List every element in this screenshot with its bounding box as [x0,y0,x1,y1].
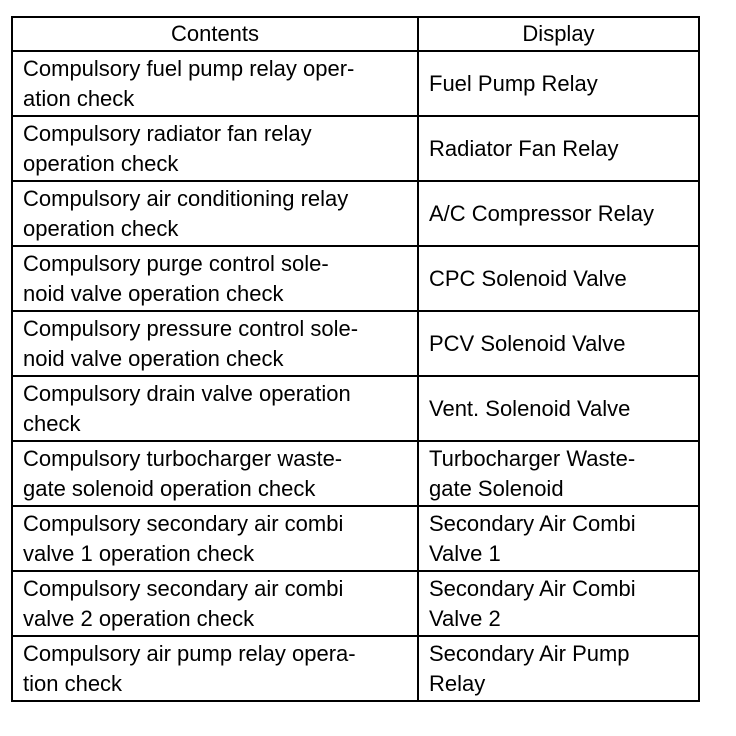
table-row: Compulsory drain valve operation check Ve… [11,375,700,442]
header-contents: Contents [11,16,419,52]
table-row: Compulsory secondary air combi valve 2 o… [11,570,700,637]
table-row: Compulsory secondary air combi valve 1 o… [11,505,700,572]
cell-display: Fuel Pump Relay [417,50,700,117]
table-row: Compulsory air conditioning relay operat… [11,180,700,247]
cell-display: Secondary Air Combi Valve 2 [417,570,700,637]
cell-display: Radiator Fan Relay [417,115,700,182]
cell-contents: Compulsory purge control sole- noid valv… [11,245,419,312]
cell-display: PCV Solenoid Valve [417,310,700,377]
cell-contents: Compulsory fuel pump relay oper- ation c… [11,50,419,117]
cell-display: Turbocharger Waste- gate Solenoid [417,440,700,507]
table-row: Compulsory pressure control sole- noid v… [11,310,700,377]
header-display: Display [417,16,700,52]
cell-contents: Compulsory secondary air combi valve 1 o… [11,505,419,572]
cell-contents: Compulsory secondary air combi valve 2 o… [11,570,419,637]
table-row: Compulsory air pump relay opera- tion ch… [11,635,700,702]
header-row: Contents Display [11,16,700,52]
cell-contents: Compulsory air pump relay opera- tion ch… [11,635,419,702]
table-row: Compulsory radiator fan relay operation … [11,115,700,182]
cell-display: Secondary Air Pump Relay [417,635,700,702]
table-row: Compulsory purge control sole- noid valv… [11,245,700,312]
cell-display: Vent. Solenoid Valve [417,375,700,442]
table-row: Compulsory fuel pump relay oper- ation c… [11,50,700,117]
cell-contents: Compulsory air conditioning relay operat… [11,180,419,247]
cell-contents: Compulsory pressure control sole- noid v… [11,310,419,377]
cell-display: Secondary Air Combi Valve 1 [417,505,700,572]
cell-display: A/C Compressor Relay [417,180,700,247]
cell-contents: Compulsory drain valve operation check [11,375,419,442]
cell-contents: Compulsory turbocharger waste- gate sole… [11,440,419,507]
operation-check-table: Contents Display Compulsory fuel pump re… [11,16,700,702]
cell-display: CPC Solenoid Valve [417,245,700,312]
table-row: Compulsory turbocharger waste- gate sole… [11,440,700,507]
cell-contents: Compulsory radiator fan relay operation … [11,115,419,182]
